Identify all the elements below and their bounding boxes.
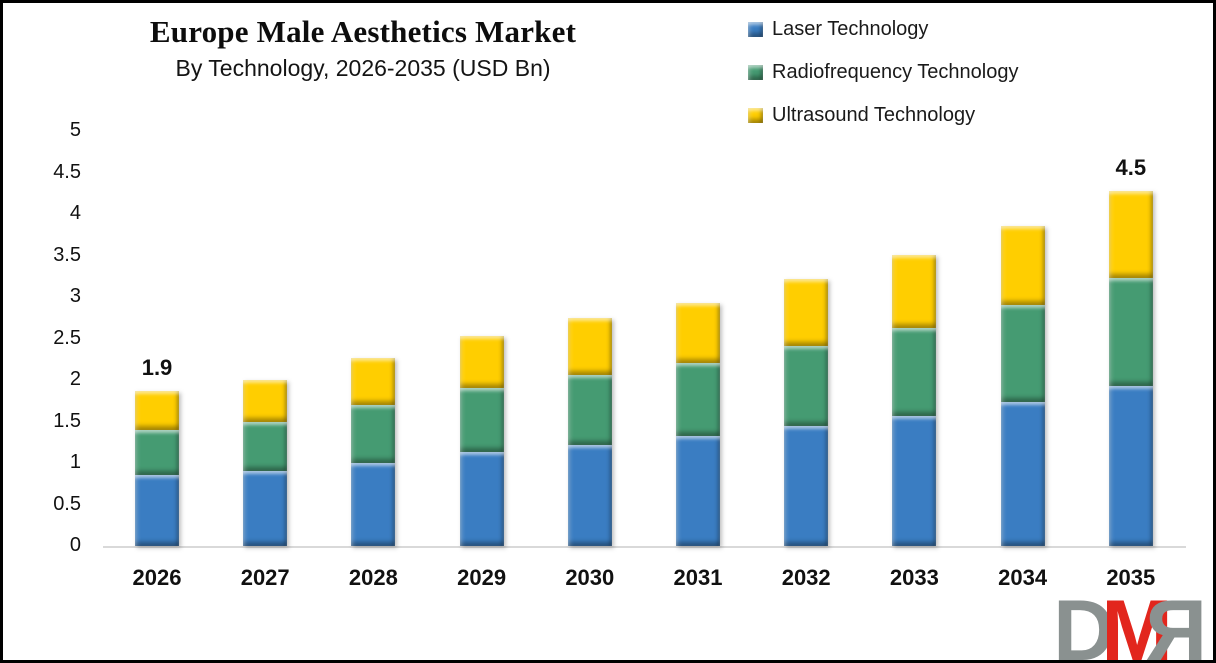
legend-item-radiofrequency: Radiofrequency Technology: [748, 59, 1018, 86]
stacked-bar-2030: [567, 317, 612, 546]
bar-segment-laser-technology: [784, 426, 829, 546]
y-axis-tick-label: 3.5: [53, 243, 81, 266]
legend-item-laser: Laser Technology: [748, 16, 1018, 43]
bar-segment-ultrasound-technology: [135, 390, 179, 430]
bar-segment-radiofrequency-technology: [1000, 305, 1045, 403]
bar-segment-ultrasound-technology: [1108, 190, 1153, 278]
x-axis-label-2026: 2026: [132, 565, 182, 590]
y-axis-tick-label: 2: [69, 368, 81, 390]
logo-letter-r: R: [1158, 583, 1207, 663]
logo-letter-d: D: [1053, 583, 1115, 663]
x-axis-label-2034: 2034: [998, 565, 1048, 590]
bar-segment-ultrasound-technology: [892, 254, 937, 328]
bar-segment-laser-technology: [676, 436, 720, 546]
legend-label: Radiofrequency Technology: [772, 61, 1019, 83]
total-value-label-2026: 1.9: [141, 354, 173, 380]
bar-segment-radiofrequency-technology: [351, 404, 396, 463]
plot-area: 0 0.5 1 1.5 2 2.5 3 3.5 4 4.5 5 2026 2027 2028 2029 203…: [3, 3, 1213, 660]
stacked-bar-2027: [243, 380, 288, 546]
x-axis-label-2028: 2028: [348, 565, 398, 590]
bar-segment-laser-technology: [243, 471, 288, 546]
bar-segment-radiofrequency-technology: [567, 375, 612, 445]
bar-segment-radiofrequency-technology: [459, 388, 504, 453]
x-axis-label-2033: 2033: [889, 565, 939, 590]
y-axis-tick-label: 1: [69, 451, 81, 473]
stacked-bar-2028: [351, 357, 396, 546]
bar-segment-laser-technology: [1108, 385, 1153, 546]
x-axis-label-2029: 2029: [457, 565, 507, 590]
legend-label: Ultrasound Technology: [772, 104, 976, 126]
bar-segment-ultrasound-technology: [351, 357, 396, 405]
x-axis-label-2030: 2030: [565, 565, 615, 590]
bar-segment-laser-technology: [892, 415, 937, 546]
bar-segment-laser-technology: [135, 475, 179, 546]
stacked-bar-2032: [784, 278, 829, 546]
logo-letter-m: M: [1101, 583, 1173, 663]
y-axis-tick-label: 4.5: [53, 160, 81, 183]
bar-segment-radiofrequency-technology: [243, 421, 288, 472]
stacked-bar-2033: [892, 254, 937, 546]
bar-segment-laser-technology: [459, 452, 504, 546]
bar-segment-radiofrequency-technology: [676, 363, 720, 437]
bar-segment-ultrasound-technology: [459, 336, 504, 389]
bar-segment-ultrasound-technology: [243, 380, 288, 422]
bar-segment-radiofrequency-technology: [135, 429, 179, 476]
x-axis-label-2031: 2031: [673, 565, 723, 590]
x-axis-label-2035: 2035: [1106, 565, 1156, 590]
bar-segment-ultrasound-technology: [567, 317, 612, 376]
y-axis-tick-label: 1.5: [53, 409, 81, 432]
bar-segment-laser-technology: [1000, 402, 1045, 546]
y-axis-tick-label: 3: [69, 285, 81, 307]
y-axis-tick-label: 2.5: [53, 326, 81, 349]
ultrasound-legend-swatch-icon: [748, 108, 763, 123]
bar-segment-laser-technology: [567, 444, 612, 546]
stacked-bar-2026: [135, 390, 179, 546]
stacked-bar-2035: [1108, 190, 1153, 546]
stacked-bar-2031: [676, 302, 720, 546]
y-axis-tick-label: 0.5: [53, 492, 81, 515]
y-axis-tick-label: 4: [69, 202, 81, 224]
total-value-label-2035: 4.5: [1115, 154, 1147, 180]
legend-item-ultrasound: Ultrasound Technology: [748, 102, 1018, 129]
dmr-logo: DMR: [1053, 583, 1207, 663]
stacked-bar-2029: [459, 336, 504, 546]
bar-segment-radiofrequency-technology: [1108, 277, 1153, 386]
bar-segment-radiofrequency-technology: [892, 327, 937, 416]
x-axis-line: [103, 546, 1186, 548]
stacked-bar-2034: [1000, 226, 1045, 546]
radiofrequency-legend-swatch-icon: [748, 65, 763, 80]
bar-segment-laser-technology: [351, 462, 396, 546]
y-axis-tick-label: 5: [69, 119, 81, 141]
bar-segment-ultrasound-technology: [1000, 226, 1045, 306]
bar-segment-ultrasound-technology: [784, 278, 829, 346]
bar-segment-radiofrequency-technology: [784, 345, 829, 427]
y-axis-tick-label: 0: [69, 534, 81, 556]
x-axis-label-2027: 2027: [240, 565, 290, 590]
laser-legend-swatch-icon: [748, 22, 763, 37]
bar-segment-ultrasound-technology: [676, 302, 720, 364]
legend-label: Laser Technology: [772, 18, 929, 40]
x-axis-label-2032: 2032: [781, 565, 831, 590]
legend: Laser Technology Radiofrequency Technolo…: [748, 16, 1018, 145]
